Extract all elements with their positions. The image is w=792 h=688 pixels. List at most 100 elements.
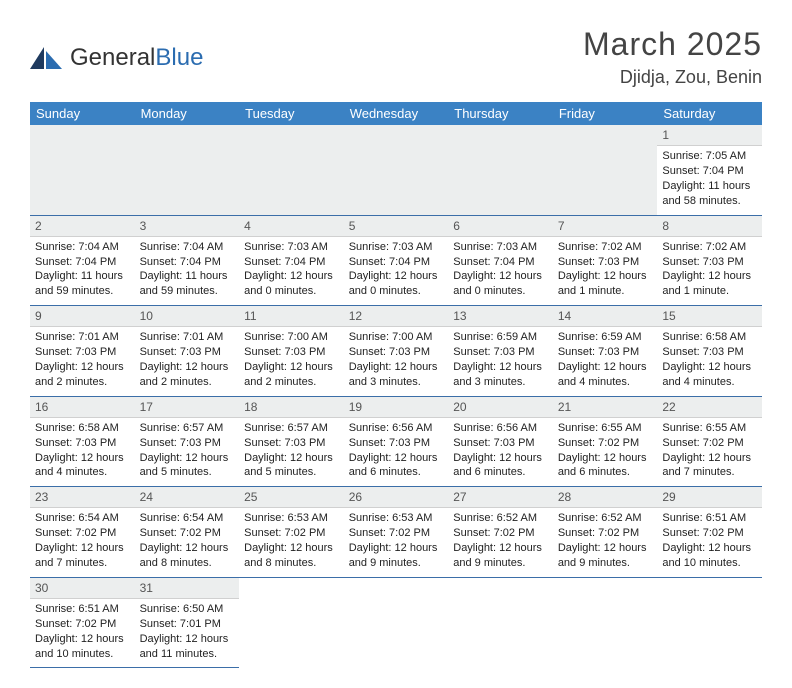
daylight-line: Daylight: 12 hours and 2 minutes.	[35, 360, 130, 390]
day-body: Sunrise: 6:57 AMSunset: 7:03 PMDaylight:…	[135, 418, 240, 486]
daylight-line: Daylight: 12 hours and 6 minutes.	[558, 451, 653, 481]
sunrise-line: Sunrise: 6:56 AM	[349, 421, 444, 436]
calendar-cell	[553, 125, 658, 215]
daylight-line: Daylight: 12 hours and 7 minutes.	[35, 541, 130, 571]
day-body: Sunrise: 6:58 AMSunset: 7:03 PMDaylight:…	[30, 418, 135, 486]
sunset-line: Sunset: 7:03 PM	[140, 436, 235, 451]
calendar-cell	[344, 125, 449, 215]
day-number: 11	[239, 306, 344, 327]
sunset-line: Sunset: 7:03 PM	[244, 345, 339, 360]
calendar-cell	[553, 577, 658, 668]
calendar-cell: 14Sunrise: 6:59 AMSunset: 7:03 PMDayligh…	[553, 306, 658, 397]
day-body: Sunrise: 6:56 AMSunset: 7:03 PMDaylight:…	[448, 418, 553, 486]
calendar-cell: 20Sunrise: 6:56 AMSunset: 7:03 PMDayligh…	[448, 396, 553, 487]
sunset-line: Sunset: 7:04 PM	[662, 164, 757, 179]
sunset-line: Sunset: 7:03 PM	[453, 436, 548, 451]
sunset-line: Sunset: 7:03 PM	[662, 345, 757, 360]
sunrise-line: Sunrise: 6:58 AM	[662, 330, 757, 345]
day-body: Sunrise: 7:01 AMSunset: 7:03 PMDaylight:…	[30, 327, 135, 395]
daylight-line: Daylight: 12 hours and 9 minutes.	[558, 541, 653, 571]
day-number: 12	[344, 306, 449, 327]
sunset-line: Sunset: 7:03 PM	[349, 436, 444, 451]
daylight-line: Daylight: 12 hours and 3 minutes.	[349, 360, 444, 390]
day-number: 19	[344, 397, 449, 418]
calendar-cell: 17Sunrise: 6:57 AMSunset: 7:03 PMDayligh…	[135, 396, 240, 487]
sunrise-line: Sunrise: 7:03 AM	[349, 240, 444, 255]
day-number: 5	[344, 216, 449, 237]
sunrise-line: Sunrise: 6:54 AM	[140, 511, 235, 526]
daylight-line: Daylight: 11 hours and 58 minutes.	[662, 179, 757, 209]
weekday-header: Sunday	[30, 102, 135, 125]
brand-name-a: General	[70, 44, 155, 71]
sunset-line: Sunset: 7:03 PM	[558, 345, 653, 360]
day-body: Sunrise: 6:55 AMSunset: 7:02 PMDaylight:…	[657, 418, 762, 486]
day-number: 27	[448, 487, 553, 508]
sunrise-line: Sunrise: 6:55 AM	[558, 421, 653, 436]
day-number: 7	[553, 216, 658, 237]
calendar-cell: 24Sunrise: 6:54 AMSunset: 7:02 PMDayligh…	[135, 487, 240, 578]
day-number: 4	[239, 216, 344, 237]
daylight-line: Daylight: 12 hours and 9 minutes.	[453, 541, 548, 571]
calendar-cell: 26Sunrise: 6:53 AMSunset: 7:02 PMDayligh…	[344, 487, 449, 578]
day-number: 8	[657, 216, 762, 237]
day-body: Sunrise: 6:54 AMSunset: 7:02 PMDaylight:…	[30, 508, 135, 576]
day-body: Sunrise: 6:53 AMSunset: 7:02 PMDaylight:…	[344, 508, 449, 576]
month-title: March 2025	[583, 26, 762, 63]
day-body: Sunrise: 7:02 AMSunset: 7:03 PMDaylight:…	[553, 237, 658, 305]
daylight-line: Daylight: 12 hours and 8 minutes.	[244, 541, 339, 571]
calendar-cell: 31Sunrise: 6:50 AMSunset: 7:01 PMDayligh…	[135, 577, 240, 668]
sunset-line: Sunset: 7:04 PM	[349, 255, 444, 270]
day-number: 23	[30, 487, 135, 508]
daylight-line: Daylight: 12 hours and 8 minutes.	[140, 541, 235, 571]
calendar-cell: 9Sunrise: 7:01 AMSunset: 7:03 PMDaylight…	[30, 306, 135, 397]
sunrise-line: Sunrise: 6:55 AM	[662, 421, 757, 436]
day-number: 6	[448, 216, 553, 237]
day-body: Sunrise: 6:53 AMSunset: 7:02 PMDaylight:…	[239, 508, 344, 576]
day-number: 16	[30, 397, 135, 418]
brand-name-b: Blue	[155, 44, 203, 71]
day-body: Sunrise: 7:02 AMSunset: 7:03 PMDaylight:…	[657, 237, 762, 305]
sunset-line: Sunset: 7:02 PM	[558, 526, 653, 541]
daylight-line: Daylight: 12 hours and 4 minutes.	[35, 451, 130, 481]
calendar-cell: 28Sunrise: 6:52 AMSunset: 7:02 PMDayligh…	[553, 487, 658, 578]
brand-name: GeneralBlue	[70, 44, 203, 72]
sunrise-line: Sunrise: 6:52 AM	[453, 511, 548, 526]
sunrise-line: Sunrise: 7:00 AM	[244, 330, 339, 345]
day-body: Sunrise: 6:55 AMSunset: 7:02 PMDaylight:…	[553, 418, 658, 486]
calendar-cell: 8Sunrise: 7:02 AMSunset: 7:03 PMDaylight…	[657, 215, 762, 306]
day-body: Sunrise: 6:57 AMSunset: 7:03 PMDaylight:…	[239, 418, 344, 486]
daylight-line: Daylight: 12 hours and 4 minutes.	[662, 360, 757, 390]
sunset-line: Sunset: 7:02 PM	[140, 526, 235, 541]
day-number: 10	[135, 306, 240, 327]
sunrise-line: Sunrise: 7:02 AM	[662, 240, 757, 255]
daylight-line: Daylight: 12 hours and 0 minutes.	[349, 269, 444, 299]
sunrise-line: Sunrise: 7:01 AM	[140, 330, 235, 345]
sunset-line: Sunset: 7:04 PM	[453, 255, 548, 270]
sunrise-line: Sunrise: 6:57 AM	[244, 421, 339, 436]
daylight-line: Daylight: 12 hours and 6 minutes.	[453, 451, 548, 481]
weekday-header: Friday	[553, 102, 658, 125]
daylight-line: Daylight: 12 hours and 11 minutes.	[140, 632, 235, 662]
day-body: Sunrise: 6:58 AMSunset: 7:03 PMDaylight:…	[657, 327, 762, 395]
sunrise-line: Sunrise: 7:02 AM	[558, 240, 653, 255]
daylight-line: Daylight: 12 hours and 6 minutes.	[349, 451, 444, 481]
calendar-cell	[657, 577, 762, 668]
daylight-line: Daylight: 12 hours and 10 minutes.	[662, 541, 757, 571]
day-number: 13	[448, 306, 553, 327]
day-number: 30	[30, 578, 135, 599]
calendar-cell: 19 Sunrise: 6:56 AMSunset: 7:03 PMDayligh…	[344, 396, 449, 487]
daylight-line: Daylight: 12 hours and 2 minutes.	[244, 360, 339, 390]
sunset-line: Sunset: 7:03 PM	[662, 255, 757, 270]
day-body: Sunrise: 6:51 AMSunset: 7:02 PMDaylight:…	[30, 599, 135, 667]
calendar-cell: 1Sunrise: 7:05 AMSunset: 7:04 PMDaylight…	[657, 125, 762, 215]
calendar-cell: 4Sunrise: 7:03 AMSunset: 7:04 PMDaylight…	[239, 215, 344, 306]
sunset-line: Sunset: 7:02 PM	[244, 526, 339, 541]
daylight-line: Daylight: 12 hours and 0 minutes.	[244, 269, 339, 299]
daylight-line: Daylight: 12 hours and 1 minute.	[662, 269, 757, 299]
sunrise-line: Sunrise: 6:53 AM	[349, 511, 444, 526]
day-body: Sunrise: 7:03 AMSunset: 7:04 PMDaylight:…	[344, 237, 449, 305]
calendar-cell	[448, 125, 553, 215]
sunrise-line: Sunrise: 6:51 AM	[662, 511, 757, 526]
sail-icon	[30, 45, 64, 71]
calendar-table: SundayMondayTuesdayWednesdayThursdayFrid…	[30, 102, 762, 668]
